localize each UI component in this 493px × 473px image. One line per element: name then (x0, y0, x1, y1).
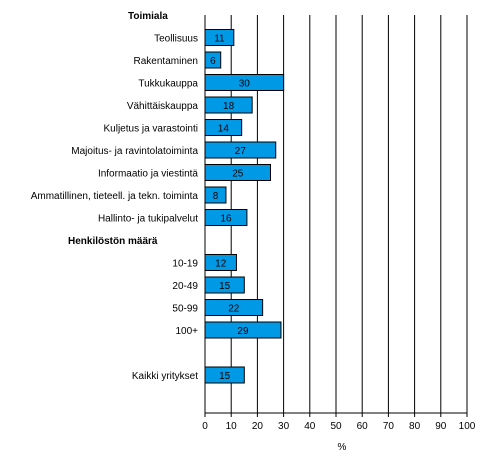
bar-value-label: 11 (214, 34, 225, 45)
category-labels: Toimiala Teollisuus Rakentaminen Tukkukaupp… (31, 11, 199, 382)
bar-value-label: 29 (237, 326, 249, 337)
bar-value-label: 30 (239, 79, 251, 90)
x-tick-label: 60 (357, 421, 369, 432)
bar-value-label: 8 (213, 191, 219, 202)
x-tick-label: 100 (459, 421, 476, 432)
bar-value-label: 14 (218, 124, 230, 135)
category-label: Kuljetus ja varastointi (104, 124, 199, 135)
category-label: Tukkukauppa (138, 79, 198, 90)
category-label: 50-99 (172, 304, 198, 315)
bar-value-label: 15 (219, 371, 231, 382)
category-label: Ammatillinen, tieteell. ja tekn. toimint… (31, 191, 199, 202)
bar-value-label: 16 (220, 214, 232, 225)
category-label: Vähittäiskauppa (127, 101, 199, 112)
category-label: Teollisuus (154, 34, 198, 45)
category-label: Kaikki yritykset (132, 371, 198, 382)
bar-value-label: 25 (232, 169, 244, 180)
x-tick-label: 40 (304, 421, 316, 432)
category-label: 100+ (175, 326, 198, 337)
x-tick-label: 70 (383, 421, 395, 432)
x-tick-label: 10 (226, 421, 238, 432)
group-label: Henkilöstön määrä (68, 236, 158, 247)
bar-value-label: 18 (223, 101, 235, 112)
category-label: Hallinto- ja tukipalvelut (98, 214, 198, 225)
bar-value-label: 12 (215, 259, 227, 270)
group-label: Toimiala (128, 11, 168, 22)
bar-value-label: 22 (228, 304, 240, 315)
bar-value-label: 6 (210, 56, 216, 67)
category-label: 10-19 (172, 259, 198, 270)
x-axis: 0 10 20 30 40 50 60 70 80 90 100 (202, 15, 476, 432)
category-label: Informaatio ja viestintä (98, 169, 198, 180)
category-label: 20-49 (172, 281, 198, 292)
bars: 11 6 30 18 14 27 25 8 16 12 15 22 29 15 (204, 29, 285, 384)
x-tick-label: 90 (435, 421, 447, 432)
bar-value-label: 27 (235, 146, 247, 157)
category-label: Rakentaminen (134, 56, 198, 67)
bar-value-label: 15 (219, 281, 231, 292)
x-tick-label: 50 (330, 421, 342, 432)
x-tick-label: 0 (202, 421, 208, 432)
x-axis-title: % (338, 442, 347, 453)
x-tick-label: 80 (409, 421, 421, 432)
x-tick-label: 30 (278, 421, 290, 432)
category-label: Majoitus- ja ravintolatoiminta (71, 146, 198, 157)
x-tick-label: 20 (252, 421, 264, 432)
